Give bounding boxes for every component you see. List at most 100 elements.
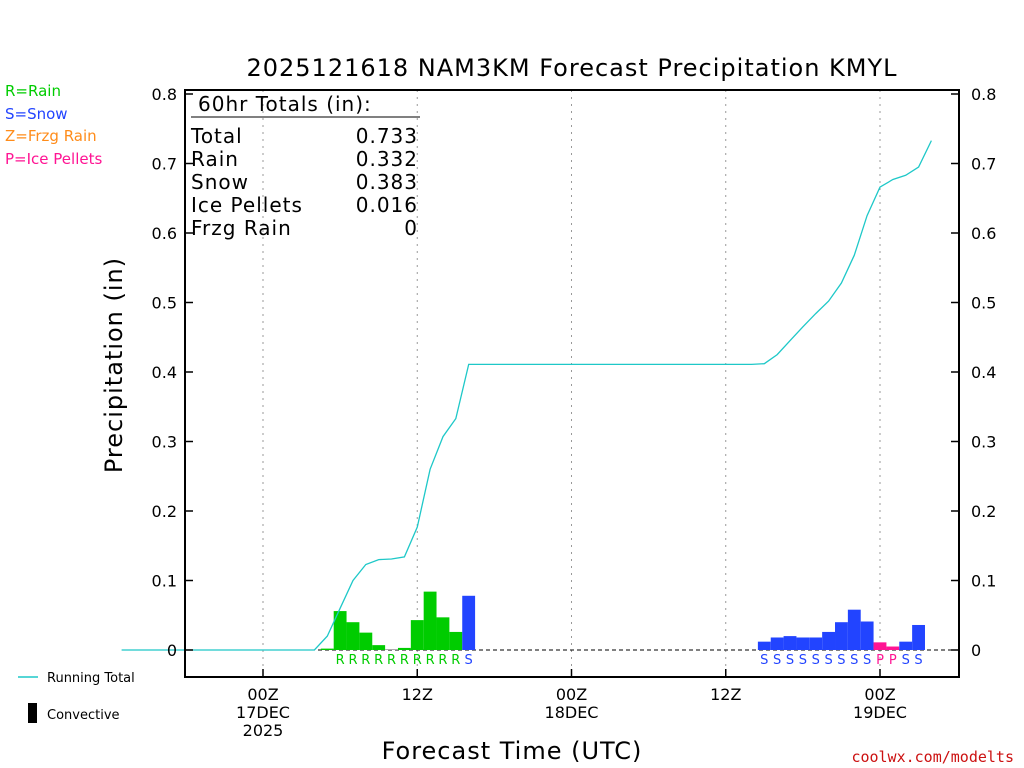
x-tick-label: 2025 bbox=[243, 721, 284, 740]
type-letter: R bbox=[451, 653, 460, 668]
precip-bar bbox=[449, 631, 463, 650]
totals-header: 60hr Totals (in): bbox=[198, 92, 372, 116]
precip-bar bbox=[423, 591, 437, 650]
precip-bar bbox=[860, 621, 874, 650]
precip-bar bbox=[462, 595, 476, 650]
precip-bar bbox=[410, 620, 424, 650]
convective-label: Convective bbox=[47, 708, 120, 723]
y-tick-label-right: 0.4 bbox=[971, 363, 996, 382]
y-tick-label-right: 0.2 bbox=[971, 502, 996, 521]
chart-title: 2025121618 NAM3KM Forecast Precipitation… bbox=[246, 54, 897, 82]
running-total-label: Running Total bbox=[47, 671, 135, 686]
y-tick-label-left: 0.7 bbox=[152, 155, 177, 174]
type-letter: R bbox=[400, 653, 409, 668]
type-letter: P bbox=[876, 653, 884, 668]
precip-bar bbox=[320, 648, 334, 650]
legend-ice-pellets: P=Ice Pellets bbox=[5, 150, 102, 168]
precip-bar bbox=[397, 647, 411, 650]
type-letter: R bbox=[438, 653, 447, 668]
precip-bar bbox=[359, 632, 373, 650]
precip-bar bbox=[809, 637, 823, 650]
precip-bar bbox=[385, 649, 398, 650]
snow-label: Snow bbox=[191, 170, 249, 194]
precip-bar bbox=[796, 637, 810, 650]
type-letter: R bbox=[413, 653, 422, 668]
y-tick-label-left: 0 bbox=[167, 641, 177, 660]
snow-value: 0.383 bbox=[356, 170, 418, 194]
y-tick-label-right: 0.6 bbox=[971, 224, 996, 243]
running-total bbox=[121, 140, 932, 651]
x-axis-label: Forecast Time (UTC) bbox=[382, 737, 643, 765]
precip-bar bbox=[757, 641, 771, 650]
y-tick-label-right: 0.7 bbox=[971, 155, 996, 174]
type-letter: S bbox=[786, 653, 794, 668]
y-tick-label-left: 0.5 bbox=[152, 294, 177, 313]
precip-bar bbox=[899, 641, 913, 650]
y-tick-label-right: 0.1 bbox=[971, 572, 996, 591]
x-tick-label: 00Z bbox=[247, 685, 278, 704]
x-tick-label: 00Z bbox=[864, 685, 895, 704]
y-tick-label-right: 0.5 bbox=[971, 294, 996, 313]
precip-bar bbox=[912, 624, 925, 650]
type-letter: R bbox=[336, 653, 345, 668]
ice-pellets-label: Ice Pellets bbox=[191, 193, 303, 217]
totals-box: 60hr Totals (in): Total 0.733 Rain 0.332… bbox=[190, 92, 420, 240]
y-tick-label-left: 0.4 bbox=[152, 363, 177, 382]
precip-bar bbox=[822, 631, 836, 650]
precip-bar bbox=[372, 645, 386, 650]
type-letter: S bbox=[465, 653, 473, 668]
ice-pellets-value: 0.016 bbox=[356, 193, 418, 217]
type-legend: R=Rain S=Snow Z=Frzg Rain P=Ice Pellets bbox=[5, 82, 102, 168]
rain-value: 0.332 bbox=[356, 147, 418, 171]
frzg-rain-value: 0 bbox=[404, 216, 418, 240]
type-letter: S bbox=[850, 653, 858, 668]
precip-bar bbox=[333, 611, 347, 650]
y-tick-label-left: 0.8 bbox=[152, 85, 177, 104]
frzg-rain-label: Frzg Rain bbox=[191, 216, 292, 240]
bars bbox=[320, 591, 925, 650]
type-letter: S bbox=[863, 653, 871, 668]
type-letter: R bbox=[374, 653, 383, 668]
type-letter: R bbox=[426, 653, 435, 668]
type-letter: S bbox=[799, 653, 807, 668]
rain-label: Rain bbox=[191, 147, 239, 171]
series-legend: Running Total Convective bbox=[18, 671, 135, 723]
precip-bar bbox=[886, 646, 900, 650]
y-tick-label-right: 0.3 bbox=[971, 433, 996, 452]
axes: 0 0 0.1 0.1 0.2 0.2 0.3 0.3 0.4 0.4 0.5 0.5 0.6 0.6 0.… bbox=[152, 85, 997, 740]
convective-swatch bbox=[28, 703, 37, 723]
credit-link[interactable]: coolwx.com/modelts bbox=[851, 748, 1014, 766]
legend-snow: S=Snow bbox=[5, 105, 68, 123]
type-letter: S bbox=[812, 653, 820, 668]
precip-bar bbox=[770, 637, 784, 650]
x-tick-label: 18DEC bbox=[545, 703, 599, 722]
y-axis-label: Precipitation (in) bbox=[100, 257, 128, 473]
total-value: 0.733 bbox=[356, 124, 418, 148]
total-label: Total bbox=[190, 124, 243, 148]
type-letter: S bbox=[914, 653, 922, 668]
precip-bar bbox=[783, 636, 797, 650]
x-tick-label: 19DEC bbox=[853, 703, 907, 722]
type-letter: R bbox=[348, 653, 357, 668]
legend-rain: R=Rain bbox=[5, 82, 61, 100]
type-letter: R bbox=[387, 653, 396, 668]
type-letter: S bbox=[773, 653, 781, 668]
precip-bar bbox=[873, 642, 887, 650]
legend-frzg-rain: Z=Frzg Rain bbox=[5, 127, 97, 145]
precip-bar bbox=[847, 609, 861, 650]
x-tick-label: 12Z bbox=[710, 685, 741, 704]
type-letter: S bbox=[902, 653, 910, 668]
x-tick-label: 12Z bbox=[402, 685, 433, 704]
precip-bar bbox=[346, 622, 360, 650]
type-letter: R bbox=[361, 653, 370, 668]
precip-bar bbox=[835, 622, 848, 650]
y-tick-label-left: 0.6 bbox=[152, 224, 177, 243]
x-tick-label: 17DEC bbox=[236, 703, 290, 722]
type-letter: S bbox=[837, 653, 845, 668]
precip-bar bbox=[436, 617, 450, 650]
y-tick-label-right: 0.8 bbox=[971, 85, 996, 104]
y-tick-label-right: 0 bbox=[971, 641, 981, 660]
grid bbox=[185, 90, 959, 677]
